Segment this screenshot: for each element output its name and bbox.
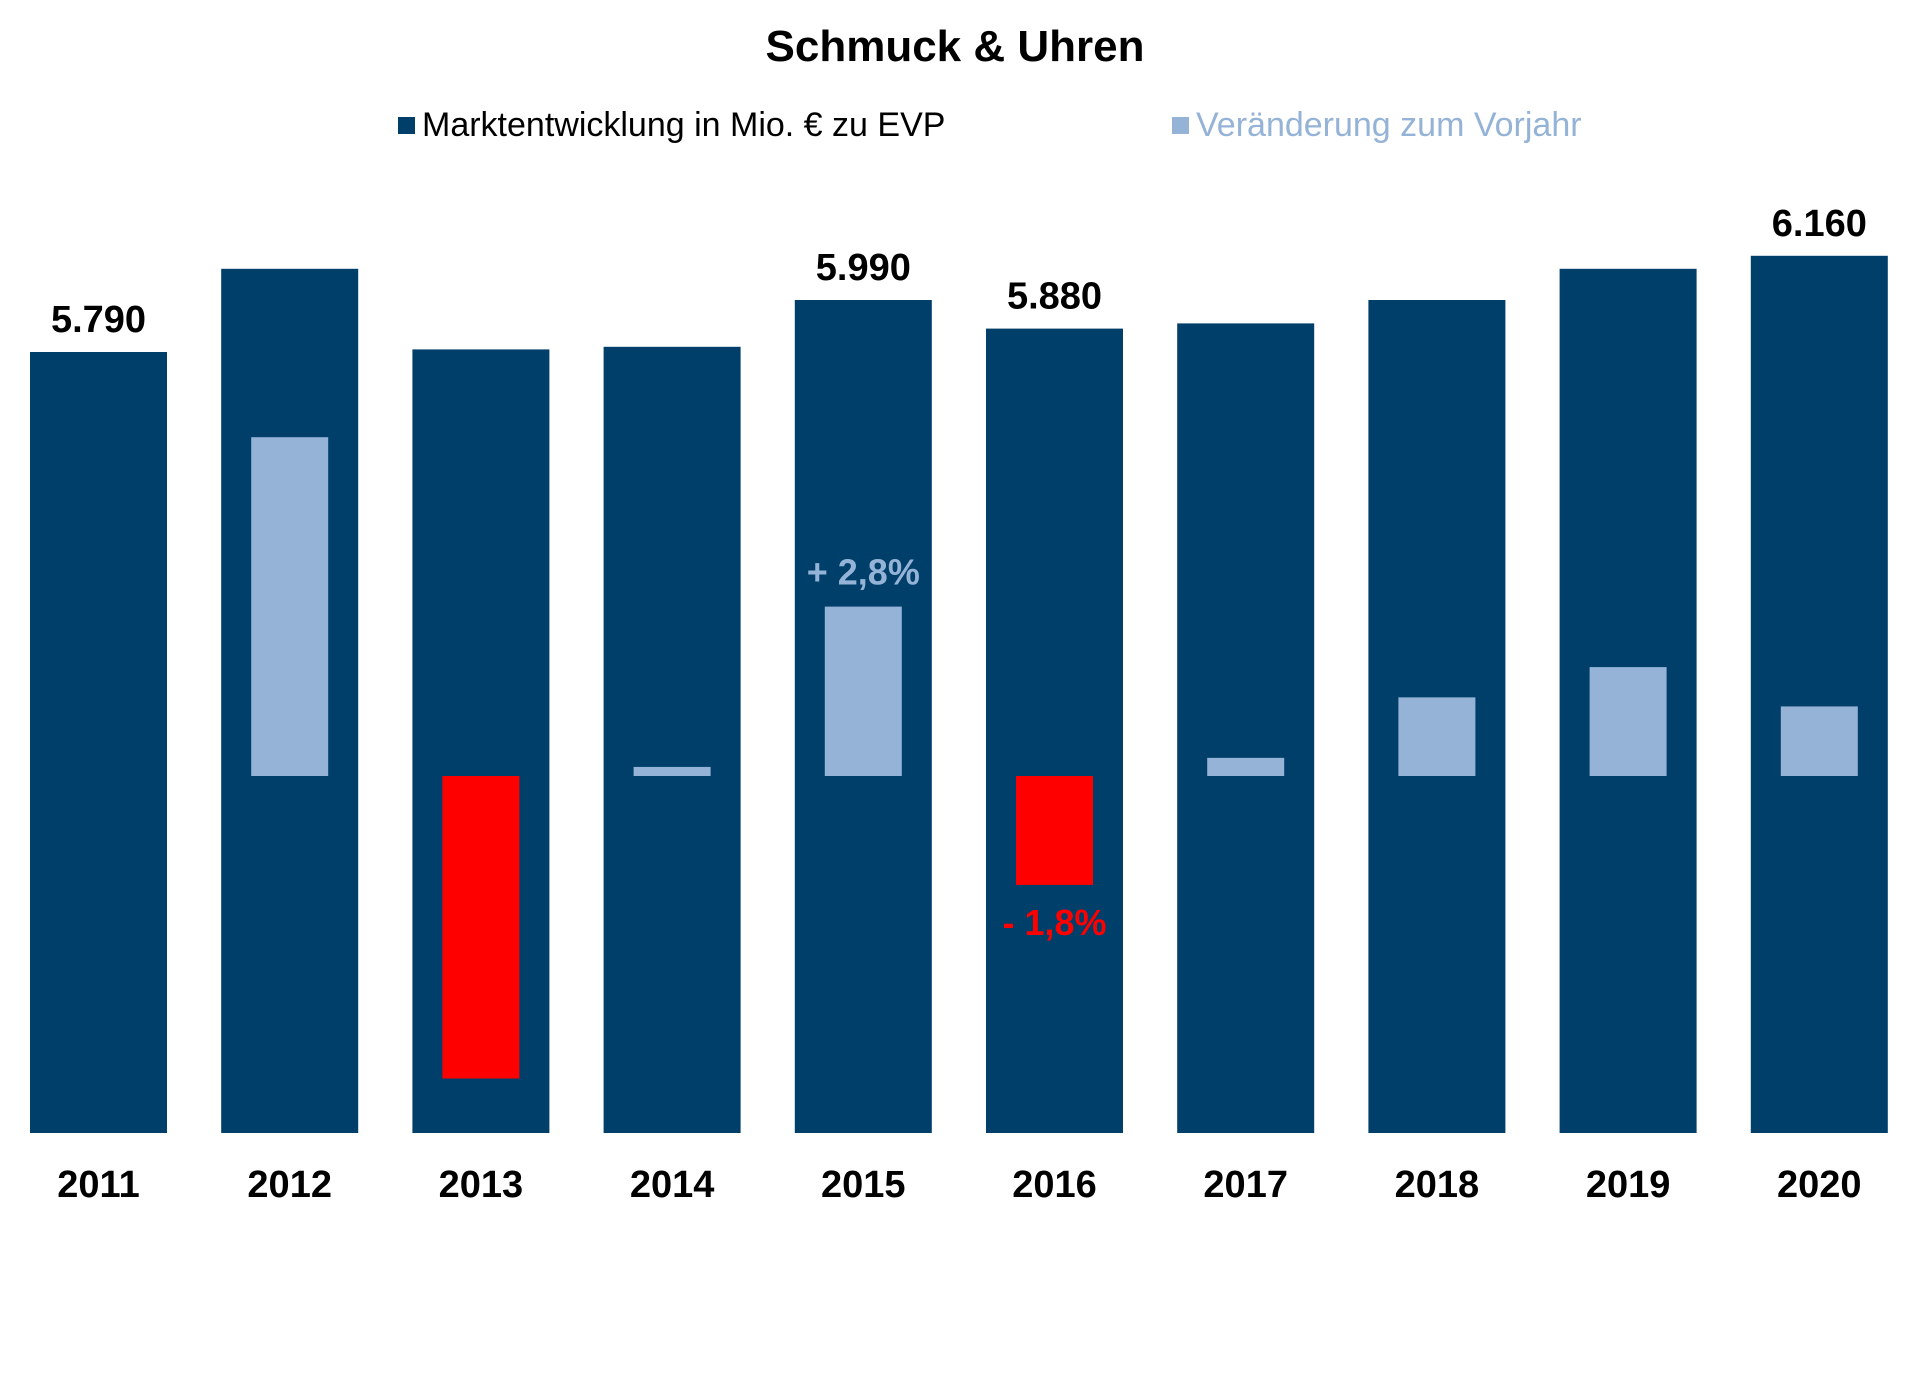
change-bar-2020 bbox=[1780, 706, 1858, 776]
change-bar-2017 bbox=[1207, 757, 1285, 776]
market-bar-2017 bbox=[1177, 323, 1315, 1133]
x-tick-label-2015: 2015 bbox=[821, 1164, 906, 1206]
change-bar-2014 bbox=[633, 766, 711, 776]
legend-swatch-market bbox=[398, 117, 415, 134]
x-tick-label-2017: 2017 bbox=[1203, 1164, 1288, 1206]
market-bar-2016 bbox=[986, 328, 1123, 1134]
legend-item-change: Veränderung zum Vorjahr bbox=[1172, 106, 1582, 145]
x-tick-label-2011: 2011 bbox=[57, 1164, 139, 1206]
change-value-label-2016: - 1,8% bbox=[1002, 902, 1106, 943]
legend-item-market: Marktentwicklung in Mio. € zu EVP bbox=[398, 106, 945, 145]
legend-swatch-change bbox=[1172, 117, 1189, 134]
market-value-label-2020: 6.160 bbox=[1772, 203, 1867, 245]
market-value-label-2011: 5.790 bbox=[51, 299, 146, 341]
x-tick-label-2012: 2012 bbox=[247, 1164, 332, 1206]
legend-label-market: Marktentwicklung in Mio. € zu EVP bbox=[422, 106, 946, 144]
market-bar-2020 bbox=[1750, 255, 1888, 1134]
market-bar-2014 bbox=[603, 346, 741, 1133]
change-bar-2015 bbox=[824, 606, 902, 776]
market-value-label-2016: 5.880 bbox=[1007, 276, 1102, 318]
market-bar-2011 bbox=[30, 352, 167, 1133]
change-value-label-2015: + 2,8% bbox=[807, 552, 920, 593]
change-bar-2016 bbox=[1016, 776, 1093, 885]
change-bar-2019 bbox=[1589, 667, 1667, 776]
change-bar-2012 bbox=[251, 437, 329, 776]
x-tick-label-2014: 2014 bbox=[630, 1164, 715, 1206]
legend-label-change: Veränderung zum Vorjahr bbox=[1196, 106, 1582, 144]
change-bar-2018 bbox=[1398, 697, 1476, 776]
x-tick-label-2018: 2018 bbox=[1395, 1164, 1480, 1206]
market-value-label-2015: 5.990 bbox=[816, 247, 911, 289]
x-tick-label-2016: 2016 bbox=[1012, 1164, 1097, 1206]
x-tick-label-2020: 2020 bbox=[1777, 1164, 1862, 1206]
x-tick-label-2013: 2013 bbox=[439, 1164, 524, 1206]
chart-title: Schmuck & Uhren bbox=[765, 22, 1145, 71]
x-tick-label-2019: 2019 bbox=[1586, 1164, 1671, 1206]
legend: Marktentwicklung in Mio. € zu EVP Veränd… bbox=[0, 106, 1910, 150]
change-bar-2013 bbox=[442, 776, 520, 1079]
